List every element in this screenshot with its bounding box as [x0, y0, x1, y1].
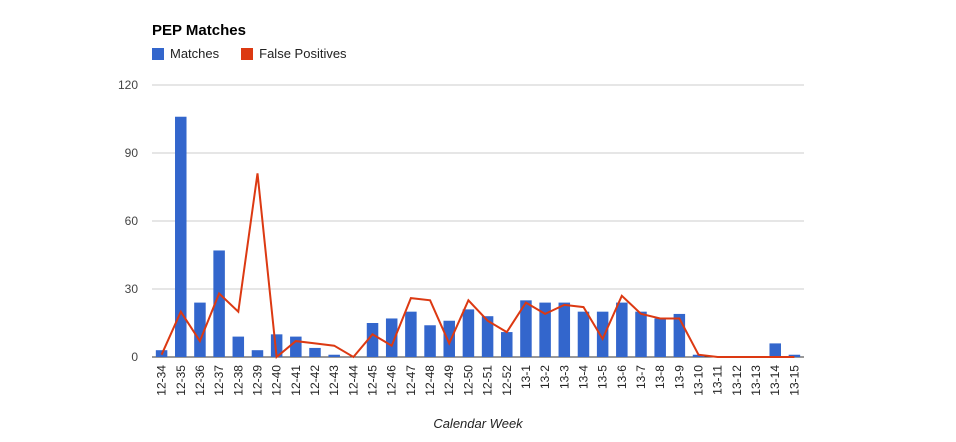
- legend-label-false-positives: False Positives: [259, 46, 347, 61]
- bar-matches: [635, 311, 647, 357]
- bar-matches: [501, 332, 513, 357]
- bar-matches: [251, 350, 264, 357]
- x-tick-label: 13-7: [634, 365, 648, 389]
- x-tick-label: 13-6: [615, 365, 629, 389]
- bar-matches: [692, 354, 705, 357]
- bar-matches: [328, 354, 340, 357]
- bar-matches: [424, 325, 436, 357]
- line-false-positives: [160, 173, 795, 359]
- bar-matches: [577, 311, 590, 357]
- y-tick-label: 120: [118, 78, 138, 92]
- bar-matches: [462, 309, 475, 357]
- x-tick-label: 13-14: [768, 365, 782, 396]
- y-tick-label: 30: [125, 282, 139, 296]
- x-tick-label: 12-35: [174, 365, 188, 396]
- x-tick-label: 13-8: [653, 365, 667, 389]
- x-tick-label: 12-38: [231, 365, 245, 396]
- legend-item-false-positives[interactable]: False Positives: [241, 46, 347, 61]
- bar-matches: [309, 347, 321, 357]
- legend-label-matches: Matches: [170, 46, 220, 61]
- x-tick-label: 13-2: [538, 365, 552, 389]
- bar-matches: [596, 311, 609, 357]
- x-tick-label: 12-37: [212, 365, 226, 396]
- x-tick-label: 13-5: [596, 365, 610, 389]
- x-tick-label: 13-15: [787, 365, 801, 396]
- bar-matches: [290, 336, 302, 357]
- x-tick-label: 12-42: [308, 365, 322, 396]
- x-tick-label: 12-34: [155, 365, 169, 396]
- x-tick-label: 12-51: [481, 365, 495, 396]
- legend: Matches False Positives: [152, 46, 369, 61]
- x-tick-label: 13-10: [692, 365, 706, 396]
- bar-matches: [654, 318, 666, 357]
- x-tick-label: 13-12: [730, 365, 744, 396]
- x-tick-label: 13-11: [711, 365, 725, 395]
- bar-matches: [520, 300, 532, 357]
- y-tick-label: 90: [125, 146, 139, 160]
- bar-matches: [175, 116, 187, 357]
- x-tick-label: 12-41: [289, 365, 303, 396]
- x-axis-title: Calendar Week: [433, 416, 524, 431]
- legend-swatch-matches: [152, 47, 164, 60]
- bar-matches: [213, 250, 225, 357]
- x-tick-label: 13-4: [576, 365, 590, 389]
- bar-matches: [270, 334, 283, 357]
- x-tick-label: 13-9: [672, 365, 686, 389]
- bar-matches: [385, 318, 398, 357]
- bar-matches: [788, 354, 801, 357]
- x-tick-label: 12-36: [193, 365, 207, 396]
- x-tick-label: 12-47: [404, 365, 418, 396]
- bar-matches: [443, 320, 455, 357]
- x-tick-label: 12-45: [366, 365, 380, 396]
- bar-matches: [232, 336, 245, 357]
- bar-matches: [558, 302, 571, 357]
- x-tick-label: 12-44: [346, 365, 360, 396]
- x-tick-label: 12-48: [423, 365, 437, 396]
- chart-title: PEP Matches: [152, 22, 246, 39]
- bar-matches: [673, 313, 686, 357]
- y-tick-label: 60: [125, 214, 139, 228]
- x-tick-label: 12-40: [270, 365, 284, 396]
- x-tick-label: 12-52: [500, 365, 514, 396]
- x-tick-label: 12-46: [385, 365, 399, 396]
- x-tick-label: 13-13: [749, 365, 763, 396]
- bar-matches: [539, 302, 551, 357]
- x-tick-label: 12-43: [327, 365, 341, 396]
- x-tick-label: 12-39: [250, 365, 264, 396]
- x-tick-label: 12-49: [442, 365, 456, 396]
- bar-matches: [194, 302, 206, 357]
- bar-matches: [405, 311, 417, 357]
- bar-matches: [616, 302, 628, 357]
- x-tick-label: 13-3: [557, 365, 571, 389]
- bar-matches: [481, 316, 494, 357]
- legend-swatch-false-positives: [241, 47, 254, 60]
- bar-matches: [366, 323, 379, 357]
- bar-matches: [769, 343, 781, 357]
- y-tick-label: 0: [131, 350, 138, 364]
- x-tick-label: 13-1: [519, 365, 533, 389]
- legend-item-matches[interactable]: Matches: [152, 46, 219, 61]
- x-tick-label: 12-50: [461, 365, 475, 396]
